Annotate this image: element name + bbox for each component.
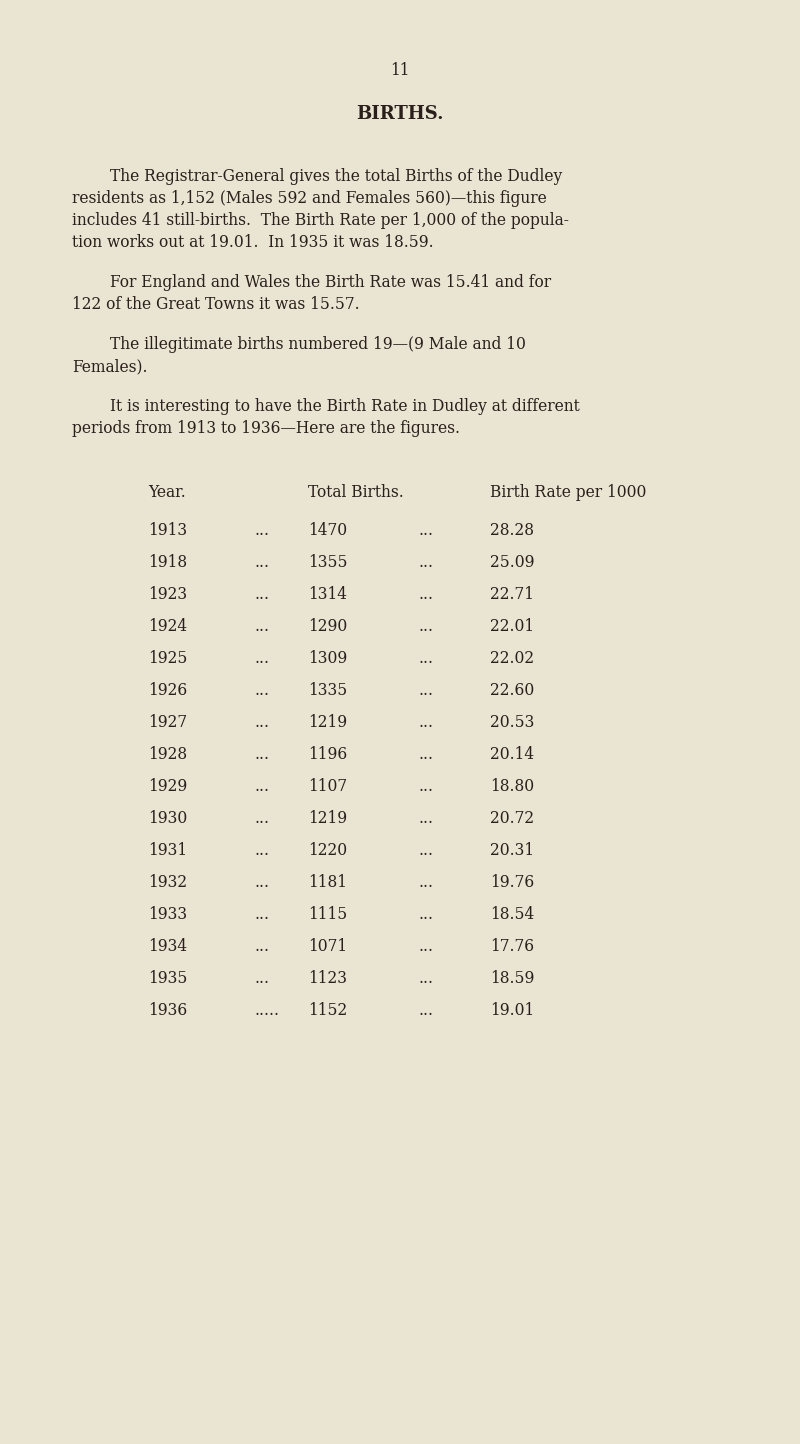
Text: 1936: 1936 [148,1002,187,1019]
Text: 1314: 1314 [308,586,347,604]
Text: 28.28: 28.28 [490,521,534,539]
Text: ...: ... [255,874,270,891]
Text: ...: ... [418,905,433,923]
Text: ...: ... [418,939,433,954]
Text: 18.54: 18.54 [490,905,534,923]
Text: ...: ... [255,682,270,699]
Text: 1934: 1934 [148,939,187,954]
Text: ...: ... [255,939,270,954]
Text: 1181: 1181 [308,874,347,891]
Text: 1928: 1928 [148,747,187,762]
Text: 1219: 1219 [308,810,347,827]
Text: ...: ... [418,618,433,635]
Text: ...: ... [418,554,433,570]
Text: 19.76: 19.76 [490,874,534,891]
Text: 1924: 1924 [148,618,187,635]
Text: 122 of the Great Towns it was 15.57.: 122 of the Great Towns it was 15.57. [72,296,360,313]
Text: It is interesting to have the Birth Rate in Dudley at different: It is interesting to have the Birth Rate… [110,399,580,414]
Text: 19.01: 19.01 [490,1002,534,1019]
Text: residents as 1,152 (Males 592 and Females 560)—this figure: residents as 1,152 (Males 592 and Female… [72,191,546,206]
Text: ...: ... [255,970,270,988]
Text: ...: ... [255,618,270,635]
Text: 1355: 1355 [308,554,347,570]
Text: 1115: 1115 [308,905,347,923]
Text: ...: ... [255,905,270,923]
Text: ...: ... [418,713,433,731]
Text: 1927: 1927 [148,713,187,731]
Text: 20.72: 20.72 [490,810,534,827]
Text: 1220: 1220 [308,842,347,859]
Text: 1196: 1196 [308,747,347,762]
Text: ...: ... [418,874,433,891]
Text: ...: ... [418,810,433,827]
Text: ...: ... [418,521,433,539]
Text: ...: ... [418,682,433,699]
Text: 1929: 1929 [148,778,187,796]
Text: Year.: Year. [148,484,186,501]
Text: 25.09: 25.09 [490,554,534,570]
Text: ...: ... [255,521,270,539]
Text: 18.80: 18.80 [490,778,534,796]
Text: includes 41 still-births.  The Birth Rate per 1,000 of the popula-: includes 41 still-births. The Birth Rate… [72,212,569,230]
Text: .....: ..... [255,1002,280,1019]
Text: ...: ... [418,747,433,762]
Text: 1335: 1335 [308,682,347,699]
Text: Birth Rate per 1000: Birth Rate per 1000 [490,484,646,501]
Text: 22.60: 22.60 [490,682,534,699]
Text: 17.76: 17.76 [490,939,534,954]
Text: 1931: 1931 [148,842,187,859]
Text: 1925: 1925 [148,650,187,667]
Text: ...: ... [255,586,270,604]
Text: 1913: 1913 [148,521,187,539]
Text: ...: ... [418,650,433,667]
Text: 1930: 1930 [148,810,187,827]
Text: 22.01: 22.01 [490,618,534,635]
Text: 1932: 1932 [148,874,187,891]
Text: 1933: 1933 [148,905,187,923]
Text: ...: ... [255,810,270,827]
Text: ...: ... [255,650,270,667]
Text: 1935: 1935 [148,970,187,988]
Text: Total Births.: Total Births. [308,484,404,501]
Text: 1219: 1219 [308,713,347,731]
Text: 1926: 1926 [148,682,187,699]
Text: 1918: 1918 [148,554,187,570]
Text: BIRTHS.: BIRTHS. [356,105,444,123]
Text: 1071: 1071 [308,939,347,954]
Text: Females).: Females). [72,358,147,375]
Text: 22.71: 22.71 [490,586,534,604]
Text: 20.31: 20.31 [490,842,534,859]
Text: 1923: 1923 [148,586,187,604]
Text: 1290: 1290 [308,618,347,635]
Text: 1470: 1470 [308,521,347,539]
Text: For England and Wales the Birth Rate was 15.41 and for: For England and Wales the Birth Rate was… [110,274,551,292]
Text: 1152: 1152 [308,1002,347,1019]
Text: tion works out at 19.01.  In 1935 it was 18.59.: tion works out at 19.01. In 1935 it was … [72,234,434,251]
Text: 1107: 1107 [308,778,347,796]
Text: 20.53: 20.53 [490,713,534,731]
Text: ...: ... [255,554,270,570]
Text: 18.59: 18.59 [490,970,534,988]
Text: ...: ... [418,778,433,796]
Text: ...: ... [255,842,270,859]
Text: periods from 1913 to 1936—Here are the figures.: periods from 1913 to 1936—Here are the f… [72,420,460,438]
Text: ...: ... [255,778,270,796]
Text: 22.02: 22.02 [490,650,534,667]
Text: 20.14: 20.14 [490,747,534,762]
Text: 1123: 1123 [308,970,347,988]
Text: ...: ... [255,713,270,731]
Text: ...: ... [418,842,433,859]
Text: The illegitimate births numbered 19—(9 Male and 10: The illegitimate births numbered 19—(9 M… [110,336,526,352]
Text: The Registrar-General gives the total Births of the Dudley: The Registrar-General gives the total Bi… [110,168,562,185]
Text: ...: ... [255,747,270,762]
Text: ...: ... [418,586,433,604]
Text: ...: ... [418,970,433,988]
Text: 11: 11 [390,62,410,79]
Text: ...: ... [418,1002,433,1019]
Text: 1309: 1309 [308,650,347,667]
